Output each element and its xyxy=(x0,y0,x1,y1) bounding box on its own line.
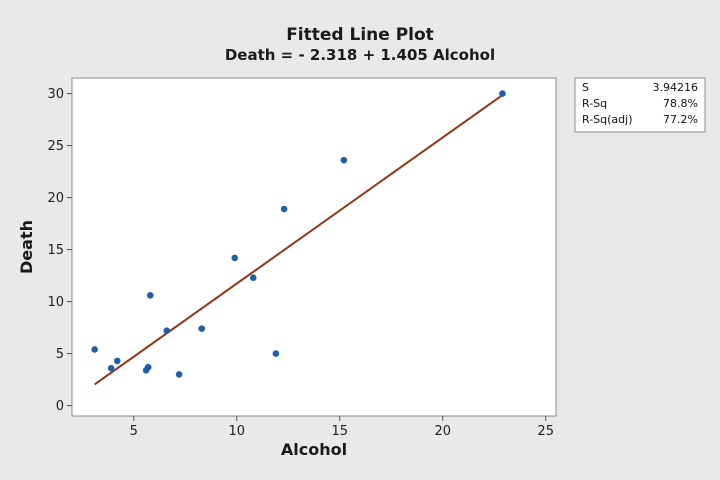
chart-title: Fitted Line Plot xyxy=(286,25,434,45)
stats-box-frame xyxy=(574,77,706,133)
data-point xyxy=(499,90,506,97)
chart-subtitle: Death = - 2.318 + 1.405 Alcohol xyxy=(225,46,495,64)
stats-label: S xyxy=(582,81,589,94)
y-tick-label: 10 xyxy=(47,295,64,310)
data-point xyxy=(107,364,115,372)
y-tick-label: 20 xyxy=(47,191,64,206)
y-tick-label: 25 xyxy=(47,139,64,154)
x-axis: 5 10 15 20 25 xyxy=(130,416,554,439)
stats-value: 77.2% xyxy=(663,113,698,126)
x-tick-label: 5 xyxy=(130,424,138,439)
stats-label: R-Sq(adj) xyxy=(582,113,633,126)
data-point xyxy=(91,346,98,353)
stats-value: 78.8% xyxy=(663,97,698,110)
x-tick-label: 25 xyxy=(537,424,554,439)
plot-area xyxy=(71,77,557,417)
fit-line xyxy=(94,94,504,386)
data-point xyxy=(175,371,183,378)
y-tick-label: 5 xyxy=(56,347,64,362)
data-point xyxy=(280,205,288,213)
x-tick-label: 15 xyxy=(331,424,348,439)
fit-line-group xyxy=(94,94,504,386)
data-points xyxy=(91,90,506,378)
stats-box: S 3.94216 R-Sq 78.8% R-Sq(adj) 77.2% xyxy=(574,77,706,133)
y-tick-label: 30 xyxy=(47,87,64,102)
data-point xyxy=(144,363,152,371)
x-axis-title: Alcohol xyxy=(281,440,347,459)
x-tick-label: 20 xyxy=(434,424,451,439)
y-axis-title: Death xyxy=(17,220,36,274)
y-tick-label: 0 xyxy=(56,399,64,414)
data-point xyxy=(146,292,154,299)
data-point xyxy=(231,254,239,262)
y-tick-label: 15 xyxy=(47,243,64,258)
data-point xyxy=(198,325,206,332)
y-axis: 0 5 10 15 20 25 30 xyxy=(47,87,72,414)
data-point xyxy=(163,327,171,335)
data-point xyxy=(114,357,121,365)
stats-label: R-Sq xyxy=(582,97,607,110)
data-point xyxy=(249,274,257,281)
data-point xyxy=(340,156,348,164)
x-tick-label: 10 xyxy=(228,424,245,439)
stats-value: 3.94216 xyxy=(653,81,699,94)
data-point xyxy=(272,350,280,357)
